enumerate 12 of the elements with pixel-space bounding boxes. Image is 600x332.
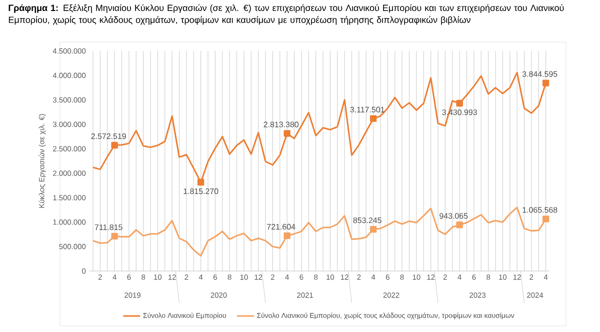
point: [456, 222, 463, 228]
point: [284, 130, 290, 137]
point: [542, 80, 550, 86]
point: [370, 115, 377, 122]
point: [456, 100, 463, 107]
point: [284, 232, 290, 240]
point: [111, 232, 118, 240]
chart-title: Γράφημα 1: Εξέλιξη Μηνιαίου Κύκλου Εργασιών (σε χιλ. €) των επιχειρήσεων του Λιανικού Εμπορίου και των επιχειρήσεων του Λιανικού Εμπορίου, χωρίς τους κλάδους οχημάτων, τροφίμων και καυσίμων με υποχρέωση τήρησης διπλογραφικών βιβλίων: [8, 4, 564, 25]
point: [370, 226, 377, 233]
point: [542, 216, 550, 222]
point: [197, 178, 204, 186]
point: [111, 142, 118, 149]
